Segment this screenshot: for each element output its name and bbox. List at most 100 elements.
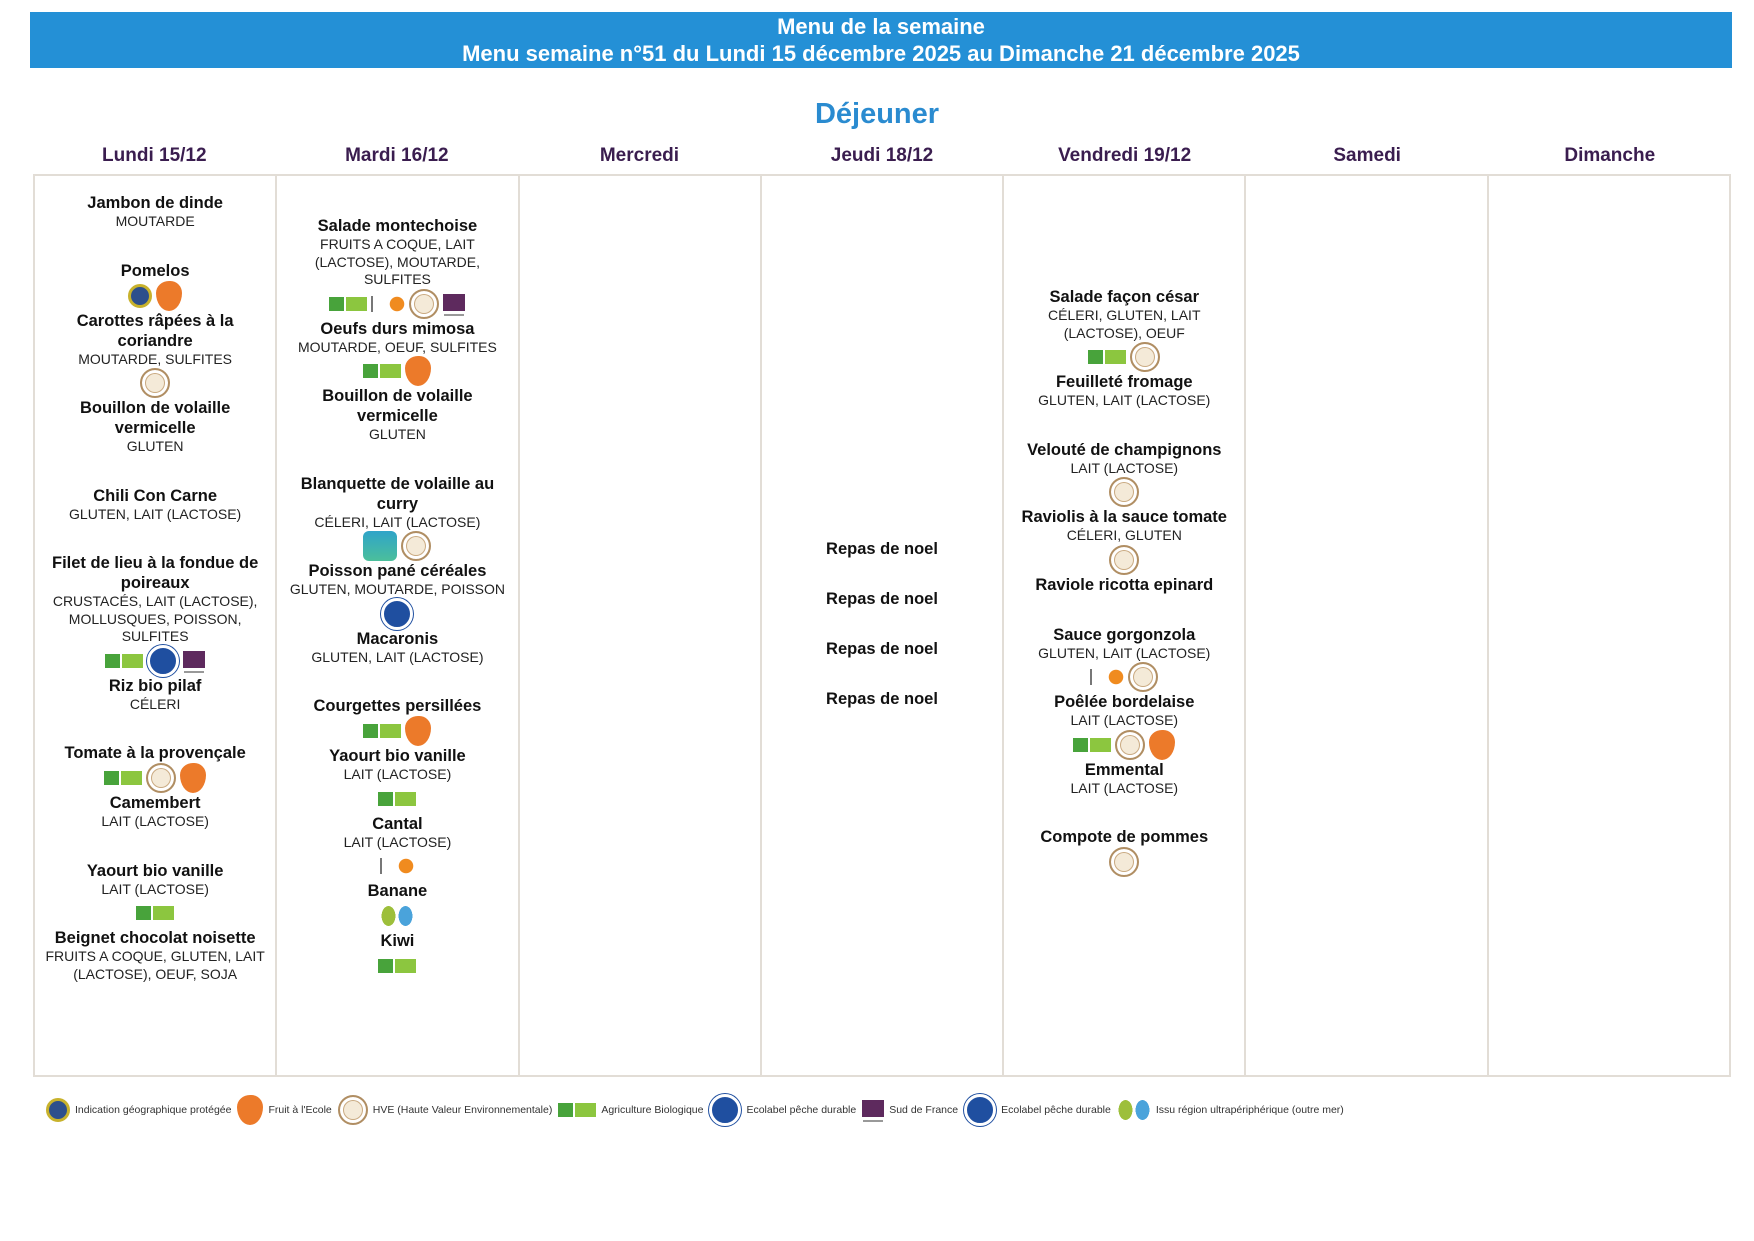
fruit-a-l-ecole-icon [1149, 729, 1176, 760]
allergens: LAIT (LACTOSE) [1070, 779, 1179, 796]
organic-ab-icon [136, 906, 175, 920]
allergens: MOUTARDE, SULFITES [78, 350, 233, 367]
legend-label: HVE (Haute Valeur Environnementale) [372, 1104, 553, 1116]
dish-name: Banane [367, 882, 428, 900]
menu-item: Filet de lieu à la fondue de poireaux CRU… [43, 553, 267, 677]
legend-label: Fruit à l'Ecole [268, 1104, 332, 1116]
allergens: LAIT (LACTOSE) [1070, 459, 1179, 476]
label-icons [285, 597, 509, 630]
hve-label-icon [1109, 544, 1140, 575]
label-icons [770, 559, 994, 589]
menu-item: Yaourt bio vanille LAIT (LACTOSE) [285, 746, 509, 814]
label-icons [1012, 477, 1236, 507]
hve-label-icon [140, 368, 171, 398]
allergens: LAIT (LACTOSE) [1070, 712, 1179, 728]
dish-name: Velouté de champignons [1027, 440, 1222, 459]
menu-item: Macaronis GLUTEN, LAIT (LACTOSE) [285, 629, 509, 697]
dish-name: Repas de noel [826, 690, 938, 708]
organic-ab-icon [363, 364, 402, 378]
sud-de-france-icon [862, 1100, 885, 1120]
dish-name: Repas de noel [826, 540, 938, 558]
dish-name: Bouillon de volaille vermicelle [79, 399, 231, 437]
hve-label-icon [409, 288, 440, 319]
sud-de-france-icon [443, 293, 466, 314]
hve-label-icon [1128, 662, 1159, 692]
dish-name: Macaronis [356, 629, 439, 648]
menu-item: Emmental LAIT (LACTOSE) [1012, 760, 1236, 828]
allergens: GLUTEN, LAIT (LACTOSE) [311, 648, 484, 665]
dish-name: Jambon de dinde [87, 194, 223, 212]
label-icons [285, 444, 509, 474]
dish-name: Riz bio pilaf [108, 676, 202, 695]
label-icons [285, 901, 509, 931]
legend-item: Fruit à l'Ecole [237, 1095, 332, 1125]
sud-de-france-icon [183, 650, 206, 671]
label-icons [285, 716, 509, 746]
menu-item: Carottes râpées à la coriandre MOUTARDE, … [43, 311, 267, 398]
label-icons [43, 763, 267, 793]
allergens: CÉLERI, GLUTEN [1066, 527, 1182, 543]
menu-item: Courgettes persillées [285, 696, 509, 746]
allergens: GLUTEN [126, 438, 184, 454]
hve-label-icon [1109, 477, 1140, 507]
outre-mer-icon [1116, 1100, 1151, 1120]
menu-item: Bouillon de volaille vermicelle GLUTEN [285, 386, 509, 474]
menu-item: Repas de noel [770, 639, 994, 689]
organic-ab-icon [104, 771, 143, 785]
allergens: GLUTEN, LAIT (LACTOSE) [1038, 644, 1211, 661]
organic-ab-icon [105, 653, 144, 668]
menu-item: Feuilleté fromage GLUTEN, LAIT (LACTOSE) [1012, 372, 1236, 440]
legend-item: Ecolabel pêche durable [964, 1094, 1111, 1126]
dish-name: Beignet chocolat noisette [54, 929, 256, 947]
label-icons [43, 231, 267, 261]
day-column: Salade montechoise FRUITS A COQUE, LAIT (… [275, 176, 517, 1075]
aoc-label-icon [380, 858, 415, 874]
label-icons [1012, 729, 1236, 760]
organic-ab-icon [329, 296, 368, 311]
dish-name: Poisson pané céréales [308, 562, 487, 580]
day-column [1486, 176, 1729, 1075]
label-icons [43, 368, 267, 398]
ecolabel-peche-icon [381, 597, 414, 630]
dish-name: Camembert [109, 794, 201, 812]
day-header: Jeudi 18/12 [830, 145, 934, 166]
label-icons [43, 983, 267, 1013]
igp-label-icon [46, 1098, 70, 1122]
day-column [517, 176, 760, 1075]
menu-item: Poêlée bordelaise LAIT (LACTOSE) [1012, 692, 1236, 760]
menu-item: Compote de pommes [1012, 827, 1236, 877]
dish-name: Filet de lieu à la fondue de poireaux [51, 554, 259, 592]
label-icons [43, 898, 267, 928]
legend-item: Indication géographique protégée [46, 1098, 231, 1122]
organic-ab-icon [363, 724, 402, 738]
label-icons [770, 709, 994, 739]
bleu-blanc-coeur-icon [363, 531, 398, 561]
legend: Indication géographique protégée Fruit à … [46, 1094, 1346, 1126]
allergens: LAIT (LACTOSE) [101, 813, 209, 829]
header-banner: Menu de la semaine Menu semaine n°51 du … [30, 12, 1732, 68]
menu-item: Chili Con Carne GLUTEN, LAIT (LACTOSE) [43, 486, 267, 554]
day-header: Vendredi 19/12 [1058, 145, 1192, 166]
legend-item: HVE (Haute Valeur Environnementale) [337, 1095, 553, 1125]
legend-label: Agriculture Biologique [601, 1104, 704, 1116]
menu-item: Oeufs durs mimosa MOUTARDE, OEUF, SULFITE… [285, 319, 509, 386]
header-title: Menu de la semaine [777, 14, 985, 39]
label-icons [43, 831, 267, 861]
label-icons [1012, 544, 1236, 575]
legend-label: Ecolabel pêche durable [746, 1104, 857, 1116]
dish-name: Raviolis à la sauce tomate [1021, 508, 1227, 526]
fruit-a-l-ecole-icon [237, 1095, 264, 1125]
hve-label-icon [1115, 729, 1146, 760]
menu-item: Cantal LAIT (LACTOSE) [285, 814, 509, 882]
aoc-label-icon [1090, 669, 1125, 685]
hve-label-icon [337, 1095, 368, 1125]
dish-name: Compote de pommes [1040, 828, 1209, 846]
menu-item: Yaourt bio vanille LAIT (LACTOSE) [43, 861, 267, 929]
dish-name: Blanquette de volaille au curry [300, 474, 495, 513]
label-icons [43, 523, 267, 553]
label-icons [285, 951, 509, 981]
organic-ab-icon [558, 1103, 597, 1117]
fruit-a-l-ecole-icon [405, 716, 432, 746]
dish-name: Yaourt bio vanille [329, 747, 466, 765]
legend-item: Issu région ultrapériphérique (outre mer… [1116, 1100, 1344, 1120]
